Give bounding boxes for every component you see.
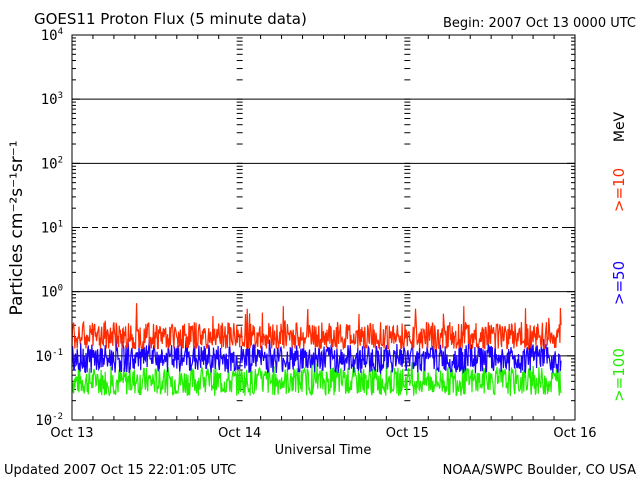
x-axis-label: Universal Time: [275, 443, 372, 458]
y-tick-label: 10-2: [35, 412, 63, 429]
y-tick-label: 102: [41, 155, 63, 172]
series-line: [71, 362, 562, 397]
legend-label: >=100: [610, 348, 628, 402]
x-tick-label: Oct 15: [386, 426, 429, 441]
begin-label: Begin: 2007 Oct 13 0000 UTC: [443, 16, 636, 31]
y-axis-label: Particles cm⁻²s⁻¹sr⁻¹: [7, 140, 27, 315]
legend-label: >=50: [610, 261, 628, 305]
chart-title: GOES11 Proton Flux (5 minute data): [34, 10, 307, 28]
footer-updated: Updated 2007 Oct 15 22:01:05 UTC: [4, 463, 236, 478]
x-tick-label: Oct 16: [553, 426, 596, 441]
series-line: [71, 337, 562, 376]
y-tick-label: 101: [41, 220, 63, 237]
series-line: [71, 303, 562, 351]
plot-frame: [71, 34, 576, 421]
y-tick-label: 100: [41, 284, 63, 301]
footer-source: NOAA/SWPC Boulder, CO USA: [443, 463, 636, 478]
legend-label: >=10: [610, 168, 628, 212]
x-tick-label: Oct 13: [50, 426, 93, 441]
y-tick-label: 10-1: [35, 348, 63, 365]
y-tick-label: 103: [41, 91, 63, 108]
x-tick-label: Oct 14: [218, 426, 261, 441]
y-tick-label: 104: [41, 27, 63, 44]
units-label: MeV: [612, 111, 628, 142]
